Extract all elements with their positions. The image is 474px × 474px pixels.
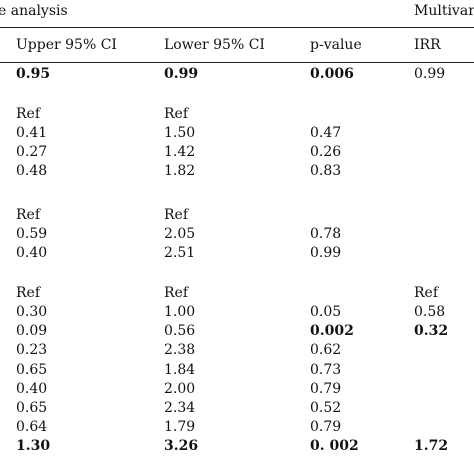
- cell-p-value: 0.47: [310, 125, 342, 141]
- cell-lower-ci: Ref: [164, 106, 189, 122]
- cell-upper-ci: 0.27: [16, 144, 48, 160]
- cell-lower-ci: 2.05: [164, 226, 196, 242]
- cell-lower-ci: 1.82: [164, 163, 196, 179]
- cell-upper-ci: 0.41: [16, 125, 48, 141]
- cell-p-value: 0.73: [310, 362, 342, 378]
- col-header-upper-ci: Upper 95% CI: [16, 37, 117, 53]
- cell-upper-ci: Ref: [16, 207, 41, 223]
- cell-lower-ci: 1.50: [164, 125, 196, 141]
- cell-p-value: 0.62: [310, 342, 342, 358]
- cell-lower-ci: 2.34: [164, 400, 196, 416]
- col-header-p-value: p-value: [310, 37, 362, 53]
- cell-upper-ci: 0.48: [16, 163, 48, 179]
- cell-lower-ci: Ref: [164, 285, 189, 301]
- cell-upper-ci: 0.30: [16, 304, 48, 320]
- cell-irr: 0.58: [414, 304, 446, 320]
- cell-upper-ci: 0.95: [16, 66, 51, 82]
- cell-irr: 0.32: [414, 323, 449, 339]
- cell-p-value: 0.79: [310, 419, 342, 435]
- cell-lower-ci: 1.00: [164, 304, 196, 320]
- cell-upper-ci: 0.09: [16, 323, 48, 339]
- cell-p-value: 0.83: [310, 163, 342, 179]
- cell-p-value: 0.99: [310, 245, 342, 261]
- cell-upper-ci: 0.40: [16, 381, 48, 397]
- cell-lower-ci: 0.56: [164, 323, 196, 339]
- cell-upper-ci: 0.23: [16, 342, 48, 358]
- cell-upper-ci: 0.40: [16, 245, 48, 261]
- cell-p-value: 0.05: [310, 304, 342, 320]
- col-header-irr: IRR: [414, 37, 441, 53]
- cell-upper-ci: 0.64: [16, 419, 48, 435]
- cell-irr: 0.99: [414, 66, 446, 82]
- cell-upper-ci: Ref: [16, 285, 41, 301]
- cell-p-value: 0.002: [310, 323, 354, 339]
- cell-lower-ci: 1.42: [164, 144, 196, 160]
- cell-lower-ci: 1.79: [164, 419, 196, 435]
- cell-upper-ci: Ref: [16, 106, 41, 122]
- header-bottom-rule: [0, 62, 474, 63]
- cell-lower-ci: 2.00: [164, 381, 196, 397]
- cell-lower-ci: 1.84: [164, 362, 196, 378]
- cell-irr: 1.72: [414, 438, 449, 454]
- cell-lower-ci: 2.51: [164, 245, 196, 261]
- header-group-rule: [0, 27, 474, 28]
- cell-p-value: 0.78: [310, 226, 342, 242]
- cell-p-value: 0.006: [310, 66, 354, 82]
- cell-p-value: 0.26: [310, 144, 342, 160]
- cell-upper-ci: 0.65: [16, 362, 48, 378]
- group-header-multivariate: Multivari: [414, 3, 474, 19]
- cell-upper-ci: 1.30: [16, 438, 51, 454]
- cell-lower-ci: Ref: [164, 207, 189, 223]
- cell-lower-ci: 3.26: [164, 438, 199, 454]
- cell-upper-ci: 0.65: [16, 400, 48, 416]
- group-header-univariate: e analysis: [0, 3, 68, 19]
- cell-irr: Ref: [414, 285, 439, 301]
- col-header-lower-ci: Lower 95% CI: [164, 37, 265, 53]
- cell-p-value: 0.79: [310, 381, 342, 397]
- cell-p-value: 0.52: [310, 400, 342, 416]
- cell-lower-ci: 0.99: [164, 66, 199, 82]
- cell-upper-ci: 0.59: [16, 226, 48, 242]
- cell-lower-ci: 2.38: [164, 342, 196, 358]
- cell-p-value: 0. 002: [310, 438, 359, 454]
